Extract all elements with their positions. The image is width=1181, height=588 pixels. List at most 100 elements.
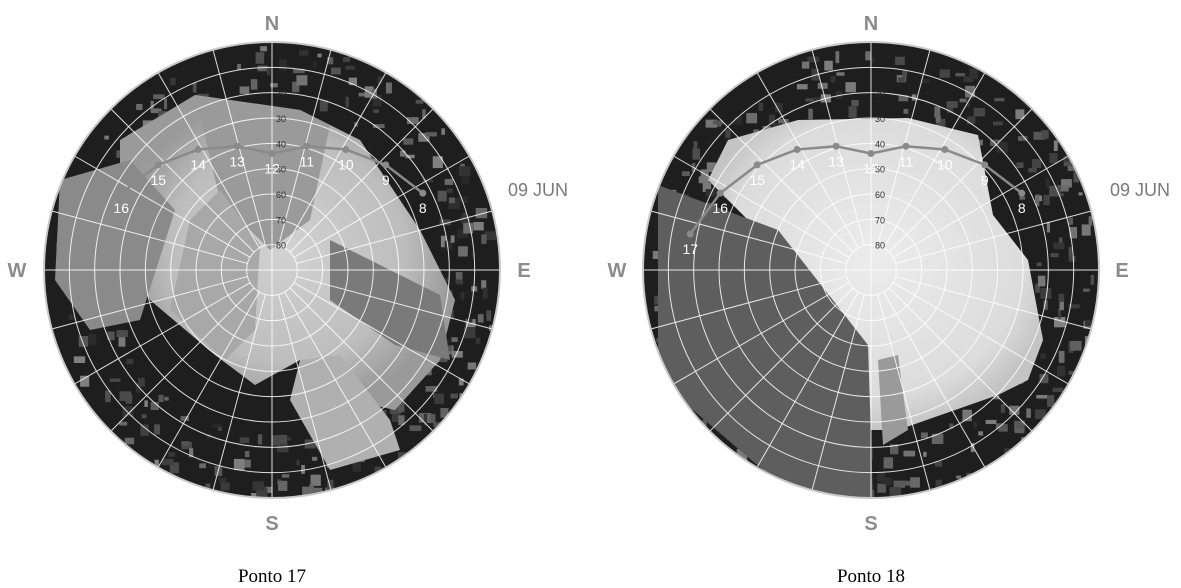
facade-detail: [475, 337, 481, 344]
facade-detail: [168, 452, 176, 457]
facade-detail: [105, 390, 111, 403]
facade-detail: [1090, 274, 1095, 285]
facade-detail: [475, 208, 488, 219]
facade-detail: [264, 486, 273, 493]
facade-detail: [973, 107, 986, 117]
facade-detail: [736, 449, 748, 461]
facade-detail: [437, 190, 447, 202]
facade-detail: [1046, 221, 1051, 233]
polar-grid: 20 30 40 50 60 70 80: [44, 42, 500, 498]
facade-detail: [126, 358, 134, 365]
facade-detail: [1073, 171, 1079, 183]
facade-detail: [377, 76, 382, 84]
facade-detail: [898, 95, 909, 102]
date-label: 09 JUN: [1110, 180, 1170, 200]
facade-detail: [352, 462, 361, 472]
azimuth-line: [51, 210, 248, 264]
facade-detail: [845, 82, 856, 93]
facade-detail: [1033, 131, 1046, 140]
sun-hour-marker: [233, 142, 241, 150]
facade-detail: [327, 57, 334, 65]
facade-detail: [1036, 394, 1049, 399]
facade-detail: [883, 457, 894, 469]
facade-detail: [256, 487, 268, 498]
facade-detail: [1061, 179, 1072, 188]
azimuth-line: [892, 155, 1069, 258]
facade-detail: [189, 448, 194, 458]
facade-detail: [181, 441, 193, 450]
horizon-circle: [43, 41, 501, 499]
facade-detail: [257, 65, 268, 72]
facade-detail: [920, 78, 931, 84]
facade-detail: [463, 222, 474, 234]
facade-detail: [319, 99, 328, 112]
facade-detail: [746, 113, 758, 124]
facade-detail: [281, 474, 290, 478]
sun-path: 17 16 15 14 13 12 11 10 9 8: [682, 142, 1026, 257]
facade-detail: [725, 129, 731, 139]
altitude-label: 50: [875, 165, 885, 175]
facade-detail: [1057, 308, 1061, 319]
sun-hour-label: 10: [937, 156, 953, 172]
sun-hour-marker: [154, 161, 162, 169]
facade-detail: [451, 337, 458, 342]
facade-detail: [80, 375, 90, 387]
facade-detail: [122, 406, 134, 417]
sun-hour-label: 9: [981, 172, 989, 188]
azimuth-line: [892, 282, 1069, 385]
azimuth-line: [289, 287, 434, 432]
facade-detail: [1016, 162, 1024, 168]
altitude-label: 70: [276, 215, 286, 225]
azimuth-line: [883, 72, 986, 249]
facade-detail: [830, 76, 836, 83]
facade-detail: [903, 450, 916, 457]
facade-detail: [1068, 217, 1074, 225]
facade-detail: [935, 115, 941, 123]
facade-detail: [233, 458, 245, 471]
facade-detail: [372, 124, 385, 129]
facade-detail: [458, 196, 469, 203]
facade-detail: [1067, 166, 1079, 171]
facade-detail: [836, 72, 845, 76]
facade-detail: [985, 419, 997, 425]
facade-detail: [458, 166, 471, 177]
facade-detail: [418, 133, 430, 142]
facade-detail: [389, 405, 402, 414]
facade-detail: [444, 240, 453, 249]
altitude-label: 80: [276, 241, 286, 251]
facade-detail: [266, 66, 271, 76]
facade-detail: [241, 459, 251, 468]
facade-detail: [427, 414, 436, 424]
facade-detail: [398, 415, 405, 426]
facade-detail: [1064, 155, 1069, 162]
facade-detail: [949, 423, 954, 429]
facade-detail: [1028, 167, 1037, 173]
azimuth-line: [756, 291, 859, 468]
facade-detail: [965, 85, 976, 98]
facade-detail: [199, 463, 206, 469]
facade-detail: [135, 383, 141, 393]
facade-detail: [1050, 253, 1059, 258]
facade-detail: [993, 395, 1000, 400]
facade-detail: [902, 70, 908, 78]
azimuth-line: [212, 294, 266, 491]
facade-detail: [164, 396, 169, 401]
facade-detail: [959, 98, 970, 103]
facade-detail: [934, 106, 941, 118]
facade-detail: [385, 82, 392, 94]
facade-detail: [107, 331, 115, 341]
facade-detail: [73, 356, 86, 364]
sun-path: 16 15 14 13 12 11 10 9 8: [113, 142, 427, 216]
facade-detail: [881, 477, 893, 485]
facade-detail: [1047, 395, 1055, 407]
facade-detail: [1085, 320, 1094, 327]
facade-detail: [218, 477, 227, 483]
facade-detail: [824, 60, 833, 71]
facade-detail: [482, 287, 488, 299]
facade-detail: [935, 479, 942, 487]
facade-detail: [484, 231, 497, 240]
facade-detail: [78, 336, 89, 347]
facade-detail: [1015, 109, 1025, 120]
